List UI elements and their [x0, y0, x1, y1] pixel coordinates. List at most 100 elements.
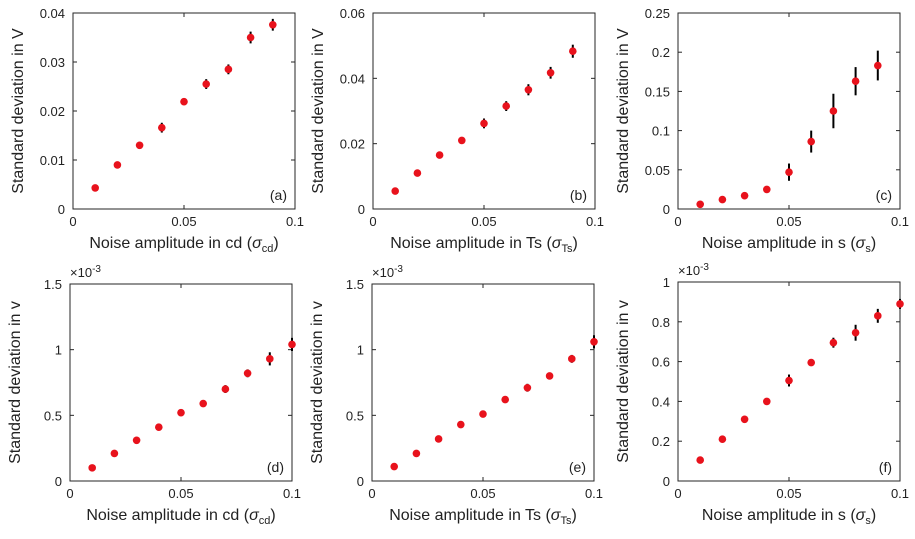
y-axis-label: Standard deviation in V [310, 28, 327, 194]
data-point [569, 47, 577, 56]
y-tick-label: 0.1 [652, 124, 670, 139]
y-tick-label: 0.06 [340, 6, 365, 21]
y-tick-label: 0 [663, 474, 670, 489]
y-tick-label: 0.01 [40, 153, 65, 168]
plot-frame [372, 12, 596, 210]
chart-panel-6: 0 0.05 0.1 0 0.2 0.4 0.6 0.8 1 ×10-3 (f) Noise ampl… [615, 262, 909, 527]
data-point [412, 449, 421, 458]
y-axis-label: Standard deviation in V [615, 28, 632, 194]
x-tick-label: 0.1 [891, 214, 909, 229]
data-point [110, 449, 119, 458]
y-tick-label: 0.04 [40, 6, 65, 21]
data-point [546, 68, 555, 77]
data-point [696, 456, 704, 464]
x-tick-label: 0.1 [283, 486, 301, 501]
data-point [502, 102, 511, 110]
data-point [180, 97, 188, 106]
x-axis-label: Noise amplitude in s (σs) [702, 235, 876, 255]
data-point [243, 369, 252, 378]
data-point [158, 123, 166, 132]
y-tick-label: 0 [357, 474, 364, 489]
data-point [199, 399, 207, 408]
data-point [785, 168, 793, 176]
y-axis-label: Standard deviation in v [7, 301, 24, 464]
y-tick-label: 0.2 [652, 434, 670, 449]
plot-frame [69, 283, 293, 482]
y-tick-label: 0.15 [645, 84, 670, 99]
data-point [807, 358, 815, 367]
panel-label: (c) [876, 187, 892, 203]
chart-panel-3: 0 0.05 0.1 0 0.05 0.1 0.15 0.2 0.25 (c) Noise ampl… [615, 6, 909, 255]
x-tick-label: 0.05 [168, 486, 193, 501]
y-tick-label: 0.4 [652, 394, 670, 409]
y-tick-label: 0.02 [40, 104, 65, 119]
x-tick-label: 0.05 [776, 486, 801, 501]
data-point [568, 355, 576, 363]
x-tick-label: 0 [69, 214, 76, 229]
y-tick-label: 1 [55, 343, 62, 358]
y-tick-label: 0 [58, 202, 65, 217]
data-point [545, 372, 554, 380]
data-point [113, 161, 122, 169]
data-point [434, 435, 443, 443]
data-point [874, 312, 882, 320]
x-tick-label: 0.05 [471, 214, 496, 229]
x-tick-label: 0.05 [171, 214, 196, 229]
data-point [590, 337, 598, 346]
data-point [202, 80, 210, 88]
panel-label: (e) [569, 459, 586, 475]
data-point [763, 397, 771, 406]
x-tick-label: 0.05 [470, 486, 495, 501]
panel-label: (f) [879, 459, 892, 475]
data-point [807, 137, 815, 146]
panel-label: (a) [270, 187, 287, 203]
panel-label: (b) [570, 187, 587, 203]
data-point [135, 141, 144, 150]
plot-frame [72, 12, 296, 210]
x-tick-label: 0.1 [585, 486, 603, 501]
y-tick-label: 1.5 [44, 277, 62, 292]
x-tick-label: 0 [368, 486, 375, 501]
data-point [413, 169, 422, 177]
chart-panel-1: 0 0.05 0.1 0 0.01 0.02 0.03 0.04 (a) Noise amplit… [10, 6, 304, 255]
data-point [524, 85, 533, 94]
data-point [458, 136, 466, 145]
chart-panel-5: 0 0.05 0.1 0 0.5 1 1.5 ×10-3 (e) Noise amplitude … [309, 264, 603, 527]
x-tick-label: 0.1 [586, 214, 604, 229]
y-tick-label: 0.25 [645, 6, 670, 21]
x-tick-label: 0.1 [286, 214, 304, 229]
data-point [896, 300, 904, 308]
data-point [435, 151, 444, 159]
data-point [740, 191, 749, 200]
y-axis-label: Standard deviation in v [309, 301, 326, 464]
data-point [224, 65, 233, 74]
y-axis-multiplier: ×10-3 [70, 264, 101, 280]
x-tick-label: 0 [66, 486, 73, 501]
chart-panel-2: 0 0.05 0.1 0 0.02 0.04 0.06 (b) Noise amplitude … [310, 6, 604, 255]
y-tick-label: 0.05 [645, 163, 670, 178]
data-point [523, 383, 532, 392]
y-axis-multiplier: ×10-3 [372, 264, 403, 280]
y-tick-label: 0.04 [340, 71, 365, 86]
x-axis-label: Noise amplitude in s (σs) [702, 507, 876, 527]
data-point [266, 355, 274, 363]
data-point [829, 107, 838, 115]
x-axis-label: Noise amplitude in cd (σcd) [89, 235, 278, 255]
y-tick-label: 1 [357, 343, 364, 358]
x-axis-label: Noise amplitude in Ts (σTs) [389, 507, 577, 527]
y-tick-label: 1 [663, 275, 670, 290]
data-point [718, 435, 727, 444]
x-axis-label: Noise amplitude in cd (σcd) [86, 507, 275, 527]
data-point [785, 376, 793, 385]
data-point [851, 328, 860, 337]
data-point [479, 410, 487, 418]
x-tick-label: 0 [369, 214, 376, 229]
data-point [740, 415, 749, 424]
y-tick-label: 0.8 [652, 315, 670, 330]
data-point [763, 185, 771, 194]
data-point [288, 340, 296, 349]
y-tick-label: 1.5 [346, 277, 364, 292]
data-point [851, 77, 860, 86]
y-tick-label: 0 [663, 202, 670, 217]
